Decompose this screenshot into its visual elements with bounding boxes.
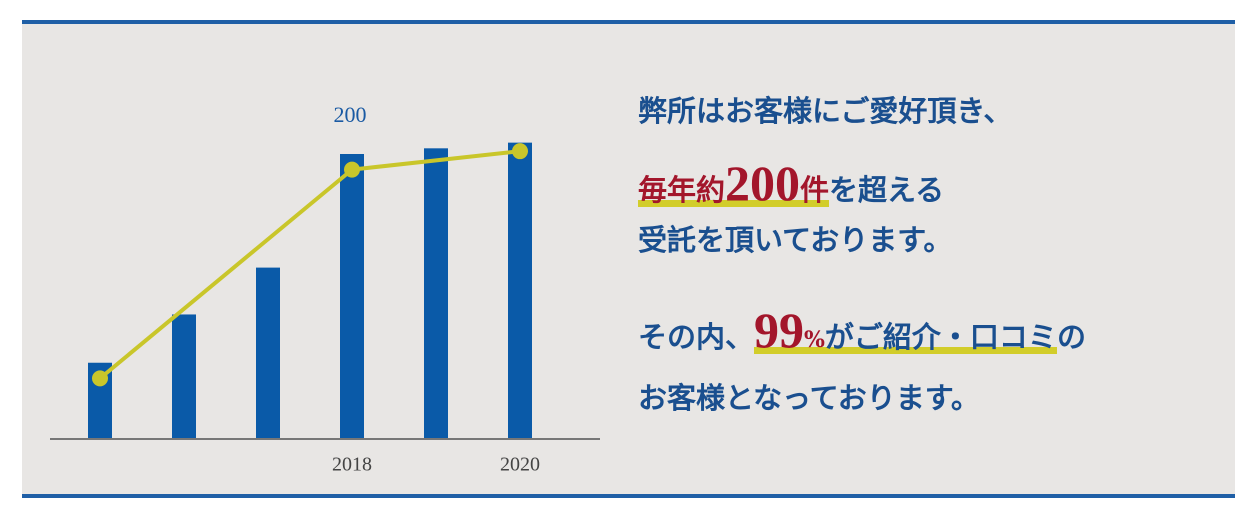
bar bbox=[256, 267, 280, 438]
chart: 200 2018 2020 bbox=[50, 102, 600, 476]
x-tick-label: 2020 bbox=[500, 454, 540, 476]
text: その内、 bbox=[638, 320, 755, 354]
text: 件 bbox=[800, 173, 830, 207]
message-line: 受託を頂いております。 bbox=[638, 223, 953, 257]
x-tick-label: 2018 bbox=[332, 454, 372, 476]
number: 99 bbox=[754, 302, 805, 358]
panel bbox=[22, 20, 1235, 498]
line-point bbox=[344, 161, 360, 178]
unit: % bbox=[804, 327, 825, 353]
message-line: お客様となっております。 bbox=[638, 381, 980, 415]
highlight: 毎年約200件 bbox=[638, 158, 830, 208]
message-line: 毎年約200件を超える bbox=[638, 158, 944, 208]
line-point bbox=[512, 143, 528, 160]
text: を超える bbox=[829, 173, 945, 207]
number: 200 bbox=[725, 155, 801, 211]
message-line: その内、99%がご紹介・口コミの bbox=[638, 305, 1086, 355]
bar bbox=[424, 148, 448, 438]
bar bbox=[508, 142, 532, 438]
annotation: 200 bbox=[334, 102, 367, 127]
line bbox=[98, 149, 521, 380]
text: がご紹介・口コミ bbox=[824, 320, 1057, 354]
text: 毎年約 bbox=[638, 173, 726, 207]
text: の bbox=[1056, 320, 1086, 354]
line-point bbox=[92, 370, 108, 387]
bar bbox=[340, 154, 364, 438]
message-line: 弊所はお客様にご愛好頂き、 bbox=[638, 94, 1013, 128]
bar bbox=[172, 314, 196, 438]
highlight: 99%がご紹介・口コミ bbox=[754, 305, 1057, 355]
